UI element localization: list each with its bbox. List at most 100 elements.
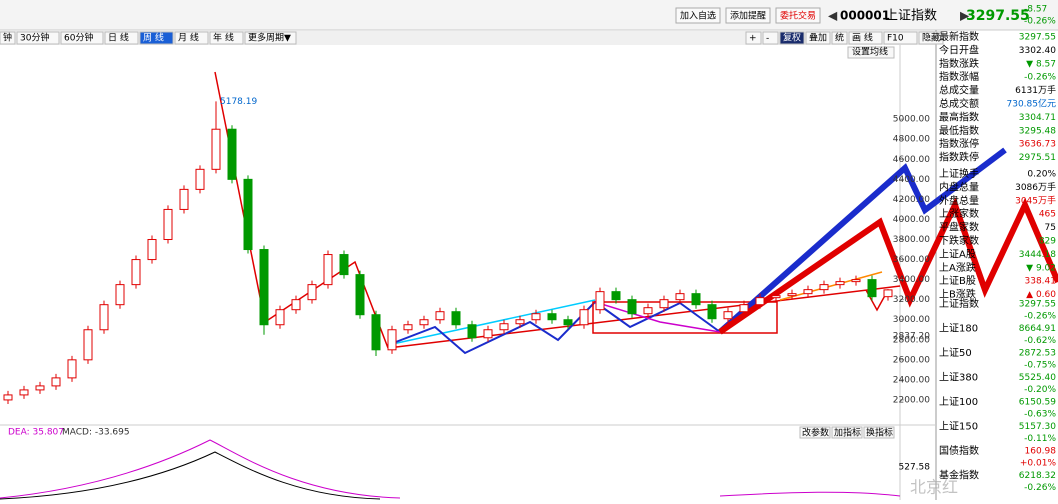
quote-label: 指数涨跌 — [939, 57, 979, 70]
period-tab[interactable] — [0, 31, 16, 45]
tool-label[interactable]: F10 — [887, 34, 904, 44]
index-name[interactable]: 上证指数 — [939, 297, 979, 310]
period-label[interactable]: 年 线 — [213, 32, 234, 44]
index-name[interactable]: 上证150 — [939, 421, 978, 433]
tool-button[interactable] — [918, 31, 944, 45]
indicator-button[interactable] — [831, 426, 863, 439]
period-tab[interactable] — [209, 31, 244, 45]
candle-body — [499, 323, 509, 331]
y-tick-label: 2837.20 — [893, 332, 930, 342]
button[interactable] — [725, 7, 771, 24]
period-label[interactable]: 30分钟 — [20, 32, 49, 44]
index-name[interactable]: 上证50 — [939, 347, 972, 359]
candle-body — [115, 284, 125, 306]
indicator-button-label[interactable]: 换指标 — [866, 427, 893, 439]
quote-label: 上证A股 — [939, 248, 976, 260]
period-label[interactable]: 钟 — [3, 32, 12, 44]
candle-body — [563, 319, 573, 326]
period-tab[interactable] — [60, 31, 104, 45]
candle-body — [243, 178, 253, 251]
indicator-button[interactable] — [799, 426, 831, 439]
tool-button[interactable] — [779, 31, 805, 45]
period-tab[interactable] — [139, 31, 174, 45]
period-tab[interactable] — [16, 31, 60, 45]
quote-value: 3636.73 — [1019, 140, 1056, 150]
candle-body — [147, 239, 157, 261]
candle-body — [163, 208, 173, 241]
index-change: -0.26% — [1024, 483, 1056, 493]
tool-label[interactable]: 叠加 — [809, 33, 827, 44]
stock-name: 上证指数 — [885, 9, 937, 24]
tool-button[interactable] — [883, 31, 918, 45]
period-label[interactable]: 周 线 — [143, 32, 164, 44]
tool-label[interactable]: 统 — [835, 32, 844, 44]
candle-body — [851, 279, 861, 283]
candle-body — [867, 279, 877, 298]
indicator-label: DEA: 35.807 — [8, 428, 64, 438]
nav-arrow[interactable]: ◀ — [828, 9, 838, 23]
tool-label[interactable]: 隐藏 — [922, 32, 940, 44]
index-name[interactable]: 上证380 — [939, 372, 978, 384]
period-label[interactable]: 60分钟 — [64, 32, 93, 44]
period-tab[interactable] — [244, 31, 297, 45]
index-value: 8664.91 — [1019, 324, 1056, 334]
index-value: 6150.59 — [1019, 398, 1056, 408]
quote-label: 指数跌停 — [939, 151, 979, 164]
ma-button-label[interactable]: 设置均线 — [852, 46, 888, 58]
candle-body — [275, 309, 285, 326]
candle-body — [227, 128, 237, 180]
tool-button[interactable] — [848, 31, 883, 45]
period-label[interactable]: 月 线 — [178, 32, 199, 44]
y-tick-label: 2200.00 — [893, 395, 930, 405]
tool-label[interactable]: 复权 — [783, 32, 801, 44]
period-tab[interactable] — [104, 31, 139, 45]
tool-button[interactable] — [805, 31, 831, 45]
indicator-button-label[interactable]: 加指标 — [834, 427, 861, 439]
indicator-button-label[interactable]: 改参数 — [802, 427, 829, 439]
indicator-label: MACD: -33.695 — [62, 428, 130, 438]
index-name[interactable]: 上证100 — [939, 396, 978, 408]
quote-label: 上涨家数 — [939, 207, 979, 220]
candle-body — [307, 284, 317, 301]
tool-button[interactable] — [831, 31, 848, 45]
button-label[interactable]: 添加提醒 — [730, 11, 766, 22]
nav-arrow[interactable]: ▶ — [960, 9, 970, 23]
tool-button[interactable] — [745, 31, 762, 45]
candle-body — [691, 293, 701, 306]
index-name[interactable]: 基金指数 — [939, 469, 979, 482]
trend-line — [779, 271, 883, 301]
macd-axis-label: 527.58 — [899, 463, 931, 473]
ma-button[interactable] — [847, 46, 895, 59]
index-name[interactable]: 上证180 — [939, 323, 978, 335]
y-tick-label: 4800.00 — [893, 135, 930, 145]
quote-label: 最新指数 — [939, 30, 979, 43]
candle-body — [67, 359, 77, 379]
forecast-line — [718, 197, 1058, 335]
quote-label: 指数涨幅 — [939, 70, 979, 83]
stock-change-pct: -0.26% — [1024, 17, 1056, 27]
index-name[interactable]: 国债指数 — [939, 444, 979, 457]
tool-button[interactable] — [762, 31, 779, 45]
indicator-button[interactable] — [863, 426, 895, 439]
quote-value: 2975.51 — [1019, 153, 1056, 163]
candle-body — [419, 319, 429, 326]
y-tick-label: 3000.00 — [893, 315, 930, 325]
candle-body — [531, 313, 541, 321]
quote-value: 3302.40 — [1019, 46, 1056, 56]
button[interactable] — [675, 7, 721, 24]
high-label: 5178.19 — [220, 97, 257, 107]
macd-line — [719, 491, 901, 497]
quote-value: 3297.55 — [1019, 33, 1056, 43]
tool-label[interactable]: - — [766, 34, 769, 44]
button[interactable] — [775, 7, 821, 24]
button-label[interactable]: 委托交易 — [780, 10, 816, 22]
period-label[interactable]: 日 线 — [108, 32, 129, 44]
period-label[interactable]: 更多周期▼ — [248, 32, 291, 44]
forecast-line — [718, 147, 1007, 335]
period-tab[interactable] — [174, 31, 209, 45]
tool-label[interactable]: + — [749, 34, 757, 44]
tool-label[interactable]: 画 线 — [852, 32, 873, 44]
button-label[interactable]: 加入自选 — [680, 10, 716, 22]
candle-body — [131, 259, 141, 286]
candle-body — [339, 254, 349, 276]
